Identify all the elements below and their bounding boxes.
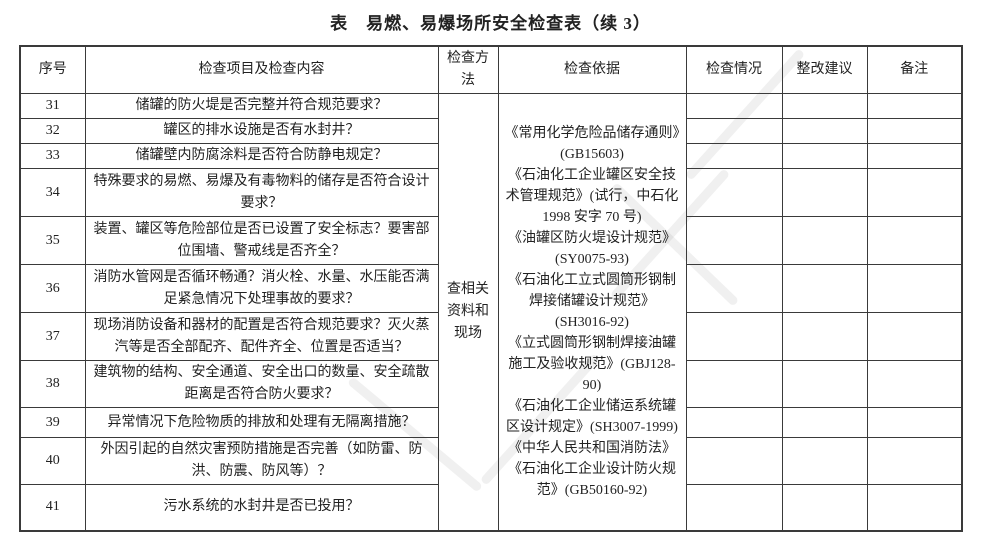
col-header-item: 检查项目及检查内容	[84, 45, 439, 94]
remark-cell	[866, 216, 963, 265]
situation-cell	[685, 407, 783, 438]
suggestion-cell	[781, 216, 868, 265]
row-38: 38 建筑物的结构、安全通道、安全出口的数量、安全疏散距离是否符合防火要求？	[19, 360, 963, 408]
situation-cell	[685, 264, 783, 313]
reference-item: 《立式圆筒形钢制焊接油罐施工及验收规范》(GBJ128-90)	[508, 335, 676, 393]
row-number: 37	[19, 312, 86, 361]
remark-cell	[866, 360, 963, 408]
reference-item: 《石油化工企业罐区安全技术管理规范》(试行，中石化 1998 安字 70 号)	[505, 167, 679, 225]
situation-cell	[685, 437, 783, 485]
suggestion-cell	[781, 264, 868, 313]
row-40: 40 外因引起的自然灾害预防措施是否完善（如防雷、防洪、防震、防风等）？	[19, 437, 963, 485]
inspection-item: 异常情况下危险物质的排放和处理有无隔离措施？	[84, 407, 439, 438]
suggestion-cell	[781, 360, 868, 408]
inspection-item: 储罐壁内防腐涂料是否符合防静电规定？	[84, 143, 439, 169]
row-number: 33	[19, 143, 86, 169]
inspection-item: 装置、罐区等危险部位是否已设置了安全标志？要害部位围墙、警戒线是否齐全？	[84, 216, 439, 265]
remark-cell	[866, 437, 963, 485]
situation-cell	[685, 118, 783, 144]
row-number: 41	[19, 484, 86, 531]
col-header-basis: 检查依据	[497, 45, 687, 94]
row-number: 32	[19, 118, 86, 144]
row-37: 37 现场消防设备和器材的配置是否符合规范要求？灭火蒸汽等是否全部配齐、配件齐全…	[19, 312, 963, 361]
inspection-item: 污水系统的水封井是否已投用？	[84, 484, 439, 531]
situation-cell	[685, 93, 783, 119]
row-36: 36 消防水管网是否循环畅通？消火栓、水量、水压能否满足紧急情况下处理事故的要求…	[19, 264, 963, 313]
suggestion-cell	[781, 143, 868, 169]
reference-item: 《常用化学危险品储存通则》(GB15603)	[504, 125, 680, 162]
safety-checklist-table: 序号 检查项目及检查内容 检查方法 检查依据 检查情况 整改建议 备注 31 储…	[19, 45, 963, 532]
row-number: 35	[19, 216, 86, 265]
row-41: 41 污水系统的水封井是否已投用？	[19, 484, 963, 531]
suggestion-cell	[781, 312, 868, 361]
row-number: 34	[19, 168, 86, 217]
remark-cell	[866, 484, 963, 531]
situation-cell	[685, 216, 783, 265]
remark-cell	[866, 118, 963, 144]
remark-cell	[866, 312, 963, 361]
col-header-situation: 检查情况	[685, 45, 783, 94]
inspection-item: 特殊要求的易燃、易爆及有毒物料的储存是否符合设计要求？	[84, 168, 439, 217]
row-number: 40	[19, 437, 86, 485]
situation-cell	[685, 312, 783, 361]
suggestion-cell	[781, 168, 868, 217]
suggestion-cell	[781, 484, 868, 531]
reference-item: 《石油化工企业储运系统罐区设计规定》(SH3007-1999)	[506, 398, 678, 435]
row-31: 31 储罐的防火堤是否完整并符合规范要求？ 查相关资料和现场 《常用化学危险品储…	[19, 93, 963, 531]
remark-cell	[866, 93, 963, 119]
suggestion-cell	[781, 407, 868, 438]
inspection-item: 罐区的排水设施是否有水封井？	[84, 118, 439, 144]
situation-cell	[685, 484, 783, 531]
remark-cell	[866, 264, 963, 313]
inspection-item: 外因引起的自然灾害预防措施是否完善（如防雷、防洪、防震、防风等）？	[84, 437, 439, 485]
row-number: 31	[19, 93, 86, 119]
remark-cell	[866, 168, 963, 217]
situation-cell	[685, 143, 783, 169]
remark-cell	[866, 407, 963, 438]
inspection-item: 消防水管网是否循环畅通？消火栓、水量、水压能否满足紧急情况下处理事故的要求？	[84, 264, 439, 313]
col-header-remark: 备注	[866, 45, 963, 94]
suggestion-cell	[781, 437, 868, 485]
suggestion-cell	[781, 118, 868, 144]
row-34: 34 特殊要求的易燃、易爆及有毒物料的储存是否符合设计要求？	[19, 168, 963, 217]
situation-cell	[685, 168, 783, 217]
reference-item: 《石油化工立式圆筒形钢制焊接储罐设计规范》(SH3016-92)	[508, 272, 676, 330]
remark-cell	[866, 143, 963, 169]
col-header-suggestion: 整改建议	[781, 45, 868, 94]
reference-item: 《石油化工企业设计防火规范》(GB50160-92)	[508, 461, 676, 498]
row-number: 39	[19, 407, 86, 438]
page-title: 表 易燃、易爆场所安全检查表（续 3）	[330, 14, 651, 33]
row-32: 32 罐区的排水设施是否有水封井？	[19, 118, 963, 144]
col-header-no: 序号	[19, 45, 86, 94]
reference-item: 《油罐区防火堤设计规范》(SY0075-93)	[508, 230, 676, 267]
inspection-item: 现场消防设备和器材的配置是否符合规范要求？灭火蒸汽等是否全部配齐、配件齐全、位置…	[84, 312, 439, 361]
row-number: 36	[19, 264, 86, 313]
inspection-method-cell: 查相关资料和现场	[437, 93, 499, 531]
inspection-basis-cell: 《常用化学危险品储存通则》(GB15603) 《石油化工企业罐区安全技术管理规范…	[497, 93, 687, 531]
inspection-item: 储罐的防火堤是否完整并符合规范要求？	[84, 93, 439, 119]
inspection-item: 建筑物的结构、安全通道、安全出口的数量、安全疏散距离是否符合防火要求？	[84, 360, 439, 408]
suggestion-cell	[781, 93, 868, 119]
situation-cell	[685, 360, 783, 408]
header-row: 序号 检查项目及检查内容 检查方法 检查依据 检查情况 整改建议 备注	[19, 45, 963, 94]
row-number: 38	[19, 360, 86, 408]
col-header-method: 检查方法	[437, 45, 499, 94]
reference-item: 《中华人民共和国消防法》	[508, 440, 676, 456]
